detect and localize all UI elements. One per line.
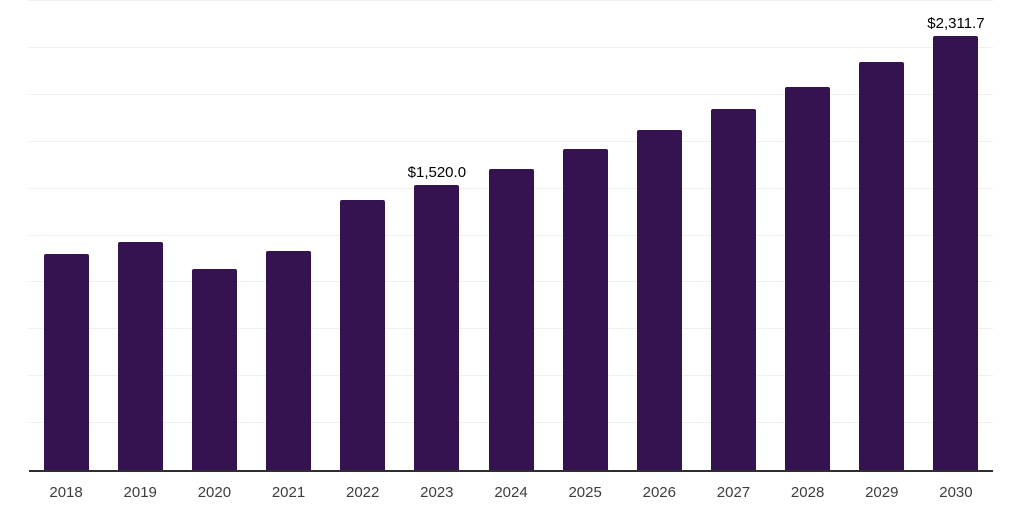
- x-tick-label: 2018: [49, 484, 83, 501]
- gridline: [29, 0, 993, 1]
- x-tick-label: 2025: [568, 484, 602, 501]
- x-tick-label: 2027: [716, 484, 751, 501]
- bar-2027: [710, 108, 756, 470]
- bar-2020: [191, 269, 237, 470]
- x-tick-label: 2023: [420, 484, 454, 501]
- bar-2023: [414, 184, 460, 470]
- bar-2030: [933, 36, 979, 470]
- x-axis-tick-labels: 2018 2019 2020 2021 2022 2023 2024 2025 2026 2027…: [29, 484, 993, 505]
- plot-area: $1,520.0 $2,311.7: [29, 0, 993, 470]
- x-tick-label: 2024: [494, 484, 528, 501]
- bar-2021: [266, 251, 312, 470]
- bar-2029: [859, 61, 905, 470]
- bar-2018: [43, 254, 89, 470]
- bar-value-label: $2,311.7: [927, 15, 985, 33]
- bar-value-label: $1,520.0: [407, 163, 467, 181]
- bar-2028: [785, 87, 831, 470]
- x-tick-label: 2021: [271, 484, 306, 501]
- bar-2026: [636, 129, 682, 470]
- x-tick-label: 2022: [346, 484, 380, 501]
- x-tick-label: 2029: [865, 484, 899, 501]
- gridline: [29, 140, 993, 142]
- bar-2024: [488, 168, 534, 470]
- gridline: [29, 46, 993, 48]
- x-axis-line: [29, 470, 993, 472]
- gridline: [29, 93, 993, 95]
- x-tick-label: 2020: [197, 484, 232, 501]
- x-tick-label: 2030: [939, 484, 973, 501]
- bar-2022: [340, 199, 386, 470]
- x-tick-label: 2028: [790, 484, 825, 501]
- bar-2025: [562, 149, 608, 470]
- x-tick-label: 2019: [123, 484, 157, 501]
- bar-2019: [117, 242, 163, 470]
- x-tick-label: 2026: [642, 484, 676, 501]
